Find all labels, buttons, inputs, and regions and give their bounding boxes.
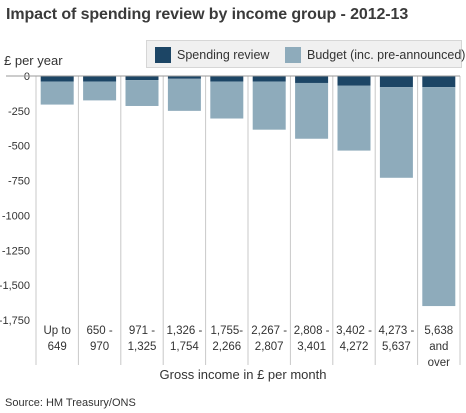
legend: Spending review Budget (inc. pre-announc… (146, 40, 465, 68)
y-tick-label: -750 (8, 176, 30, 188)
x-tick-label-line: over (428, 357, 451, 369)
x-tick-label-line: 3,401 (297, 341, 326, 353)
legend-item-spending-review: Spending review (155, 47, 269, 63)
bar-budget (125, 80, 159, 106)
bar-budget (252, 81, 286, 130)
bar-budget (167, 78, 201, 111)
source-note: Source: HM Treasury/ONS (5, 397, 136, 409)
y-tick-label: -500 (8, 141, 30, 153)
x-tick-label: 5,638 and over (424, 325, 453, 369)
legend-swatch-spending-review (155, 47, 171, 63)
x-tick-label-line: 970 (90, 341, 109, 353)
bar-spending-review (83, 76, 117, 82)
bar-spending-review (379, 76, 413, 88)
x-tick-label-line: 2,267 - (251, 325, 287, 337)
x-tick-label-line: 650 - (86, 325, 112, 337)
y-tick-label: -250 (8, 106, 30, 118)
bar-spending-review (210, 76, 244, 82)
legend-item-budget: Budget (inc. pre-announced) (285, 47, 465, 63)
x-tick-label-line: 1,326 - (166, 325, 202, 337)
x-tick-label: 650 - 970 (86, 325, 112, 353)
bar-spending-review (167, 76, 201, 79)
chart-title: Impact of spending review by income grou… (6, 6, 409, 23)
x-tick-label: 1,755- 2,266 (210, 325, 243, 353)
x-tick-label-line: 5,637 (382, 341, 411, 353)
bar-spending-review (422, 76, 456, 88)
x-tick-label-line: 5,638 (424, 325, 453, 337)
x-tick-label-line: 4,273 - (378, 325, 414, 337)
x-tick-label-line: 1,325 (128, 341, 157, 353)
x-tick-label: Up to 649 (43, 325, 71, 353)
bar-budget (422, 87, 456, 307)
x-tick-label-line: 2,807 (255, 341, 284, 353)
y-tick-label: 0 (24, 71, 30, 83)
y-tick-label: -1,500 (0, 280, 30, 292)
x-tick-label: 1,326 - 1,754 (166, 325, 202, 353)
y-axis-label: £ per year (4, 53, 63, 68)
x-tick-label-line: 2,808 - (294, 325, 330, 337)
bar-spending-review (252, 76, 286, 82)
y-tick-label: -1250 (2, 245, 30, 257)
bar-budget (40, 81, 74, 105)
bar-spending-review (295, 76, 329, 83)
legend-label-budget: Budget (inc. pre-announced) (307, 48, 466, 62)
bar-spending-review (40, 76, 74, 82)
x-tick-label-line: 1,755- (210, 325, 243, 337)
legend-swatch-budget (285, 47, 301, 63)
bar-budget (379, 87, 413, 178)
y-tick-label: -1,750 (0, 315, 30, 327)
x-tick-label-line: 1,754 (170, 341, 199, 353)
bar-budget (337, 85, 371, 151)
x-axis-title: Gross income in £ per month (159, 367, 327, 382)
x-tick-label: 3,402 - 4,272 (336, 325, 372, 353)
bar-budget (210, 81, 244, 119)
legend-label-spending-review: Spending review (177, 48, 270, 62)
x-tick-label-line: Up to (43, 325, 71, 337)
x-tick-label: 2,808 - 3,401 (294, 325, 330, 353)
x-tick-label-line: 4,272 (340, 341, 369, 353)
bar-spending-review (337, 76, 371, 86)
x-tick-label-line: and (429, 341, 448, 353)
y-tick-label: -1000 (2, 210, 30, 222)
x-tick-label-line: 971 - (129, 325, 155, 337)
x-tick-label: 4,273 - 5,637 (378, 325, 414, 353)
x-tick-label-line: 2,266 (212, 341, 241, 353)
x-tick-label-line: 3,402 - (336, 325, 372, 337)
x-tick-label: 971 - 1,325 (128, 325, 157, 353)
bar-budget (83, 81, 117, 101)
x-tick-label: 2,267 - 2,807 (251, 325, 287, 353)
bar-budget (295, 82, 329, 139)
x-tick-label-line: 649 (48, 341, 67, 353)
bar-spending-review (125, 76, 159, 81)
